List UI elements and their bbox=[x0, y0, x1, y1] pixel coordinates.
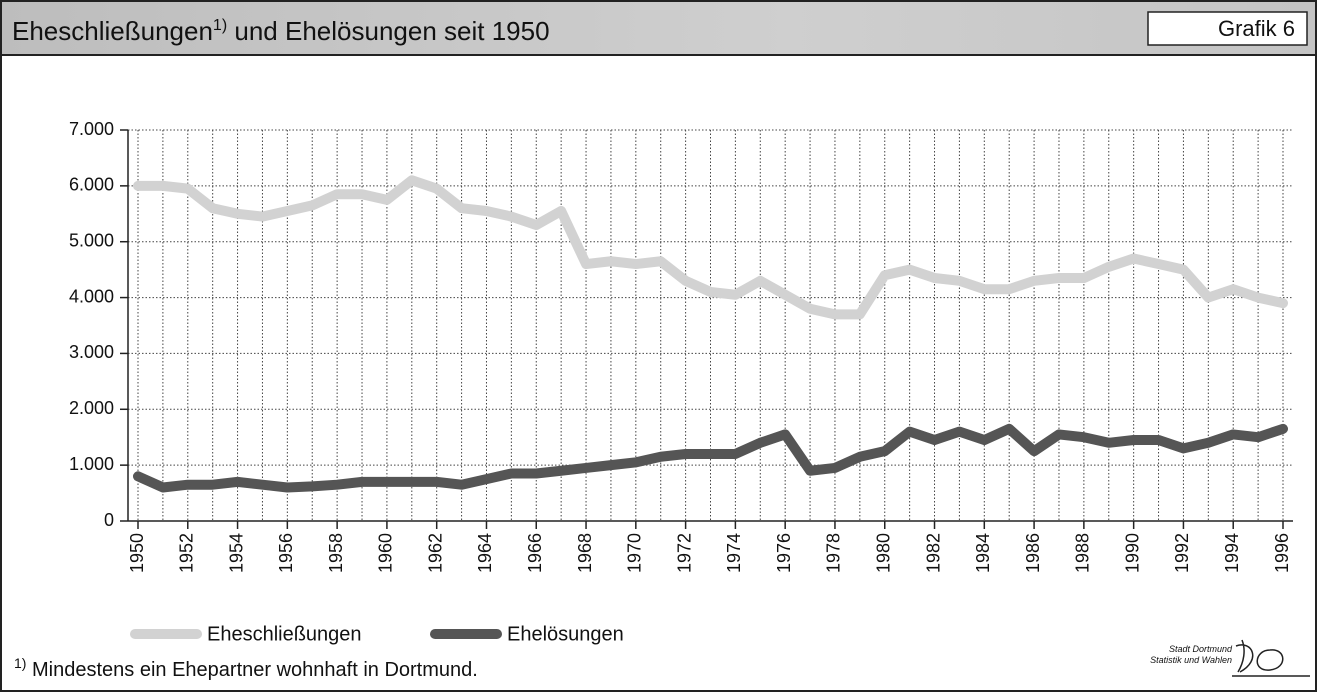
x-tick-label: 1964 bbox=[475, 533, 495, 573]
x-tick-label: 1952 bbox=[177, 533, 197, 573]
header bbox=[0, 0, 1317, 56]
x-tick-label: 1966 bbox=[525, 533, 545, 573]
x-tick-label: 1994 bbox=[1222, 533, 1242, 573]
x-tick-label: 1974 bbox=[724, 533, 744, 573]
y-tick-label: 2.000 bbox=[69, 398, 114, 418]
title-suffix: und Ehelösungen seit 1950 bbox=[227, 16, 549, 46]
x-tick-label: 1976 bbox=[774, 533, 794, 573]
y-tick-label: 1.000 bbox=[69, 454, 114, 474]
x-tick-label: 1962 bbox=[425, 533, 445, 573]
chart-title: Eheschließungen1) und Ehelösungen seit 1… bbox=[12, 16, 550, 46]
y-tick-label: 4.000 bbox=[69, 286, 114, 306]
x-tick-label: 1954 bbox=[226, 533, 246, 573]
x-tick-label: 1992 bbox=[1172, 533, 1192, 573]
series-line bbox=[133, 175, 1288, 320]
x-tick-label: 1996 bbox=[1272, 533, 1292, 573]
badge-box bbox=[1147, 11, 1308, 46]
x-tick-label: 1972 bbox=[674, 533, 694, 573]
y-tick-label: 6.000 bbox=[69, 175, 114, 195]
x-tick-label: 1950 bbox=[127, 533, 147, 573]
legend-label: Eheschließungen bbox=[207, 623, 362, 645]
y-tick-label: 7.000 bbox=[69, 119, 114, 139]
badge: Grafik 6 bbox=[1218, 16, 1295, 41]
title-footnote-mark: 1) bbox=[213, 17, 227, 34]
x-tick-label: 1978 bbox=[824, 533, 844, 573]
x-tick-label: 1968 bbox=[575, 533, 595, 573]
y-tick-label: 5.000 bbox=[69, 230, 114, 250]
logo bbox=[1232, 639, 1310, 677]
x-tick-label: 1980 bbox=[873, 533, 893, 573]
x-tick-label: 1960 bbox=[376, 533, 396, 573]
title-main: Eheschließungen bbox=[12, 16, 213, 46]
footnote: 1) Mindestens ein Ehepartner wohnhaft in… bbox=[14, 655, 478, 681]
series-line bbox=[133, 423, 1288, 493]
source: Statistik und Wahlen bbox=[1150, 655, 1232, 665]
x-tick-label: 1984 bbox=[973, 533, 993, 573]
x-tick-label: 1956 bbox=[276, 533, 296, 573]
footnote-text: Mindestens ein Ehepartner wohnhaft in Do… bbox=[26, 659, 477, 681]
x-tick-label: 1986 bbox=[1023, 533, 1043, 573]
x-tick-label: 1970 bbox=[625, 533, 645, 573]
x-tick-label: 1988 bbox=[1073, 533, 1093, 573]
y-tick-label: 3.000 bbox=[69, 342, 114, 362]
x-tick-label: 1990 bbox=[1122, 533, 1142, 573]
x-tick-label: 1982 bbox=[923, 533, 943, 573]
source: Stadt Dortmund bbox=[1169, 644, 1233, 654]
y-tick-label: 0 bbox=[104, 510, 114, 530]
footnote-mark: 1) bbox=[14, 655, 26, 671]
legend-label: Ehelösungen bbox=[507, 623, 624, 645]
x-tick-label: 1958 bbox=[326, 533, 346, 573]
